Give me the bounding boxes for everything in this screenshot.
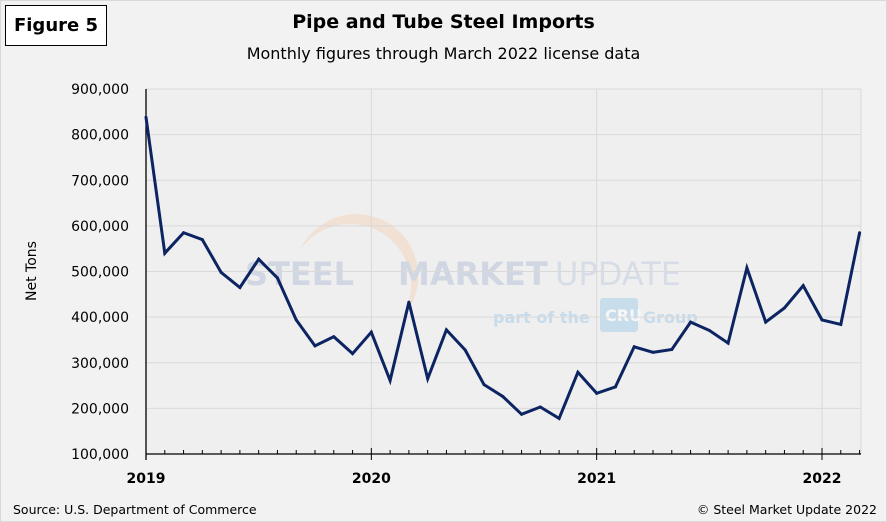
data-point <box>501 395 505 399</box>
data-point <box>163 251 167 255</box>
x-tick-label: 2020 <box>352 471 391 487</box>
data-point <box>820 318 824 322</box>
data-point <box>219 270 223 274</box>
watermark-cru: CRU <box>605 306 642 325</box>
data-point <box>407 300 411 304</box>
data-point <box>576 370 580 374</box>
x-tick-label: 2021 <box>577 471 616 487</box>
y-tick-label: 700,000 <box>71 173 129 189</box>
data-point <box>238 285 242 289</box>
data-point <box>482 383 486 387</box>
y-tick-label: 800,000 <box>71 128 129 144</box>
x-tick-label: 2022 <box>803 471 842 487</box>
data-point <box>689 320 693 324</box>
y-tick-label: 300,000 <box>71 356 129 372</box>
data-point <box>426 377 430 381</box>
data-point <box>332 335 336 339</box>
data-point <box>632 345 636 349</box>
copyright-note: © Steel Market Update 2022 <box>696 502 877 517</box>
y-tick-label: 400,000 <box>71 310 129 326</box>
y-tick-label: 100,000 <box>71 447 129 463</box>
data-point <box>801 284 805 288</box>
data-point <box>613 385 617 389</box>
data-point <box>144 115 148 119</box>
data-point <box>463 348 467 352</box>
chart-subtitle: Monthly figures through March 2022 licen… <box>246 44 641 63</box>
data-point <box>782 306 786 310</box>
data-point <box>369 330 373 334</box>
watermark-cru-logo-icon <box>600 298 638 332</box>
x-tick-label: 2019 <box>127 471 166 487</box>
data-point <box>538 405 542 409</box>
data-point <box>200 238 204 242</box>
data-point <box>257 257 261 261</box>
watermark-market: MARKET <box>398 255 548 293</box>
data-point <box>595 391 599 395</box>
data-point <box>275 276 279 280</box>
data-point <box>388 379 392 383</box>
data-point <box>764 320 768 324</box>
y-tick-label: 900,000 <box>71 82 129 98</box>
data-point <box>707 328 711 332</box>
data-point <box>313 344 317 348</box>
chart-title: Pipe and Tube Steel Imports <box>292 11 595 33</box>
y-tick-label: 200,000 <box>71 401 129 417</box>
watermark: STEEL MARKET UPDATE part of the CRU Grou… <box>245 214 698 332</box>
data-point <box>858 231 862 235</box>
watermark-steel: STEEL <box>245 255 354 293</box>
data-point <box>557 416 561 420</box>
source-note: Source: U.S. Department of Commerce <box>13 502 257 517</box>
data-point <box>520 412 524 416</box>
data-point <box>351 352 355 356</box>
data-point <box>726 341 730 345</box>
y-tick-label: 500,000 <box>71 265 129 281</box>
figure-label: Figure 5 <box>5 5 107 46</box>
y-tick-label: 600,000 <box>71 219 129 235</box>
y-axis-label: Net Tons <box>24 241 40 301</box>
data-point <box>651 350 655 354</box>
data-point <box>444 328 448 332</box>
data-point <box>670 348 674 352</box>
watermark-update: UPDATE <box>555 255 681 293</box>
data-point <box>839 322 843 326</box>
data-point <box>182 231 186 235</box>
data-point <box>294 318 298 322</box>
data-point <box>745 266 749 270</box>
